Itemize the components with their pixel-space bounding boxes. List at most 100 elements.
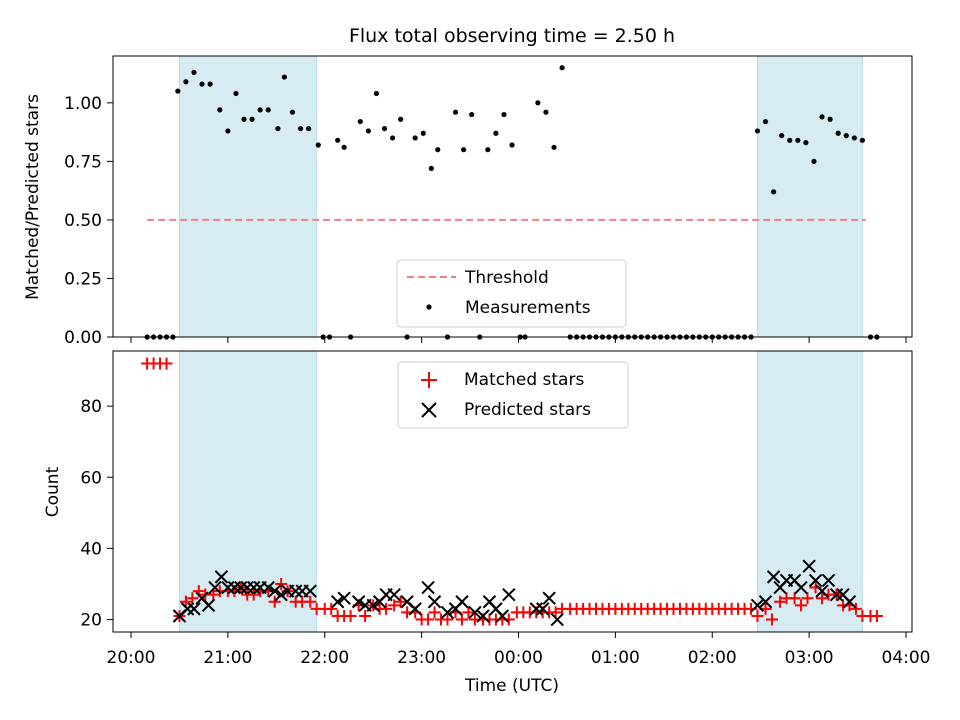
bottom-series-layer bbox=[141, 357, 883, 627]
predicted-star-point bbox=[829, 587, 844, 602]
x-tick-label: 23:00 bbox=[397, 648, 446, 668]
measurement-point bbox=[795, 137, 801, 143]
predicted-star-point bbox=[303, 584, 317, 598]
matched-star-point bbox=[795, 599, 808, 612]
x-tick-label: 03:00 bbox=[785, 648, 834, 668]
predicted-star-point bbox=[758, 595, 773, 609]
matched-star-point bbox=[849, 602, 862, 615]
predicted-star-point bbox=[366, 598, 380, 613]
bottom-axes-frame bbox=[112, 350, 913, 633]
measurement-point bbox=[306, 125, 312, 132]
measurement-point bbox=[762, 118, 769, 125]
bottom-y-ticks: 20 40 60 80 bbox=[80, 397, 113, 631]
matched-star-point bbox=[160, 357, 173, 370]
predicted-star-point bbox=[440, 605, 455, 620]
predicted-star-point bbox=[234, 580, 248, 595]
measurement-point bbox=[779, 133, 785, 139]
measurement-point bbox=[183, 79, 189, 85]
measurement-point bbox=[265, 107, 271, 113]
predicted-star-point bbox=[842, 595, 857, 609]
predicted-star-point bbox=[536, 602, 550, 616]
y-tick-label: 60 bbox=[80, 468, 102, 488]
predicted-star-point bbox=[240, 580, 254, 595]
bottom-x-ticks: 20:00 21:00 22:00 23:00 00:00 01:00 02:00 03:00… bbox=[107, 632, 931, 668]
matched-star-point bbox=[394, 595, 407, 608]
x-tick-label: 02:00 bbox=[688, 648, 737, 668]
measurement-point bbox=[398, 116, 404, 122]
measurement-point bbox=[365, 128, 371, 134]
predicted-star-point bbox=[794, 580, 808, 595]
predicted-star-point bbox=[529, 602, 543, 616]
predicted-star-point bbox=[542, 591, 556, 605]
matched-star-point bbox=[359, 609, 372, 622]
predicted-star-point bbox=[421, 580, 435, 595]
top-y-axis-label: Matched/Predicted stars bbox=[23, 94, 43, 300]
measurement-point bbox=[341, 144, 347, 150]
measurement-point bbox=[225, 128, 231, 134]
predicted-legend-label: Predicted stars bbox=[464, 400, 591, 420]
matched-star-point bbox=[455, 613, 468, 626]
measurement-point bbox=[469, 111, 475, 118]
matched-legend-label: Matched stars bbox=[464, 370, 584, 390]
measurements-legend-swatch bbox=[426, 304, 432, 310]
measurement-point bbox=[199, 81, 205, 87]
predicted-legend-swatch bbox=[421, 402, 437, 418]
matched-star-point bbox=[380, 602, 393, 615]
matched-star-point bbox=[344, 609, 357, 622]
measurement-point bbox=[851, 135, 857, 141]
measurement-point bbox=[428, 165, 434, 171]
top-observing-bands bbox=[178, 55, 863, 338]
chart-title: Flux total observing time = 2.50 h bbox=[349, 25, 675, 47]
predicted-star-point bbox=[550, 612, 564, 627]
matched-star-point bbox=[207, 588, 220, 601]
matched-star-point bbox=[268, 595, 281, 608]
measurement-point bbox=[191, 69, 197, 75]
observing-band bbox=[178, 350, 318, 633]
measurement-point bbox=[357, 118, 363, 125]
measurement-point bbox=[819, 114, 825, 120]
measurement-point bbox=[461, 147, 467, 153]
measurement-point bbox=[771, 189, 777, 195]
observing-band bbox=[756, 55, 863, 338]
predicted-star-point bbox=[337, 591, 351, 605]
bottom-legend-box bbox=[397, 361, 629, 429]
measurement-point bbox=[485, 147, 491, 153]
measurement-point bbox=[803, 140, 809, 146]
matched-star-point bbox=[422, 613, 435, 626]
predicted-star-point bbox=[821, 573, 836, 588]
predicted-star-point bbox=[247, 580, 261, 595]
predicted-star-point bbox=[808, 573, 823, 588]
measurement-point bbox=[281, 74, 287, 80]
matched-star-point bbox=[275, 577, 288, 590]
matched-star-point bbox=[441, 613, 454, 626]
predicted-star-point bbox=[221, 580, 235, 595]
predicted-star-point bbox=[427, 595, 442, 609]
y-tick-label: 40 bbox=[80, 539, 102, 559]
measurement-point bbox=[289, 109, 296, 115]
predicted-star-point bbox=[187, 602, 201, 616]
predicted-star-point bbox=[261, 580, 275, 595]
top-legend: Threshold Measurements bbox=[396, 259, 627, 328]
predicted-star-point bbox=[330, 595, 345, 609]
measurement-point bbox=[412, 135, 418, 141]
x-tick-label: 20:00 bbox=[107, 648, 156, 668]
predicted-star-point bbox=[802, 559, 816, 573]
matched-star-point bbox=[816, 592, 829, 605]
measurement-point bbox=[535, 100, 541, 106]
measurement-point bbox=[787, 137, 793, 143]
measurement-point bbox=[551, 144, 557, 150]
y-tick-label: 0.75 bbox=[64, 152, 102, 172]
x-tick-label: 04:00 bbox=[882, 648, 931, 668]
matched-star-point bbox=[549, 606, 562, 619]
measurement-point bbox=[217, 107, 223, 113]
measurement-point bbox=[501, 111, 507, 118]
measurement-point bbox=[297, 125, 304, 132]
predicted-star-point bbox=[227, 580, 242, 595]
x-tick-label: 00:00 bbox=[494, 648, 543, 668]
y-tick-label: 0.25 bbox=[64, 269, 102, 289]
matched-legend-swatch bbox=[421, 372, 437, 388]
predicted-star-point bbox=[351, 595, 366, 609]
measurement-point bbox=[420, 130, 426, 136]
predicted-star-point bbox=[476, 609, 490, 623]
